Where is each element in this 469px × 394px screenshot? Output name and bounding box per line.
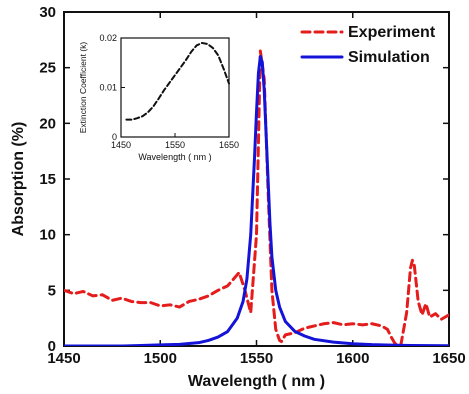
x-tick-label: 1600	[336, 350, 369, 367]
series-experiment-line	[64, 49, 449, 346]
x-tick-label: 1650	[432, 350, 465, 367]
x-axis-label: Wavelength ( nm )	[188, 373, 325, 390]
inset-x-tick-label: 1650	[219, 140, 239, 150]
inset-y-axis-label: Extinction Coefficient (k)	[78, 42, 88, 134]
legend-label-experiment: Experiment	[348, 24, 436, 41]
y-tick-label: 30	[39, 4, 56, 21]
x-tick-label: 1450	[47, 350, 80, 367]
inset-plot-frame	[120, 37, 230, 138]
inset-y-tick-label: 0	[112, 132, 117, 142]
inset-series-line	[125, 41, 230, 121]
y-tick-label: 20	[39, 115, 56, 132]
y-tick-label: 25	[39, 60, 56, 77]
y-tick-label: 15	[39, 171, 56, 188]
y-axis-label: Absorption (%)	[10, 122, 27, 237]
inset-x-axis-label: Wavelength ( nm )	[138, 152, 211, 162]
x-tick-label: 1500	[144, 350, 177, 367]
series-simulation-line	[64, 55, 449, 346]
y-tick-label: 5	[48, 282, 56, 299]
inset-y-tick-label: 0.01	[99, 83, 117, 93]
y-tick-label: 0	[48, 338, 56, 355]
inset-y-tick-label: 0.02	[99, 33, 117, 43]
inset-x-tick-label: 1450	[111, 140, 131, 150]
x-tick-label: 1550	[240, 350, 273, 367]
inset-chart: 1450 1550 1650 0 0.01 0.02 Wavelength ( nm ) Ex…	[78, 33, 239, 162]
y-tick-label: 10	[39, 227, 56, 244]
inset-x-tick-label: 1550	[165, 140, 185, 150]
main-chart: 1450 1500 1550 1600 1650 0 5 10 15 20 25 30 Waveleng…	[10, 4, 466, 390]
legend-label-simulation: Simulation	[348, 49, 430, 66]
